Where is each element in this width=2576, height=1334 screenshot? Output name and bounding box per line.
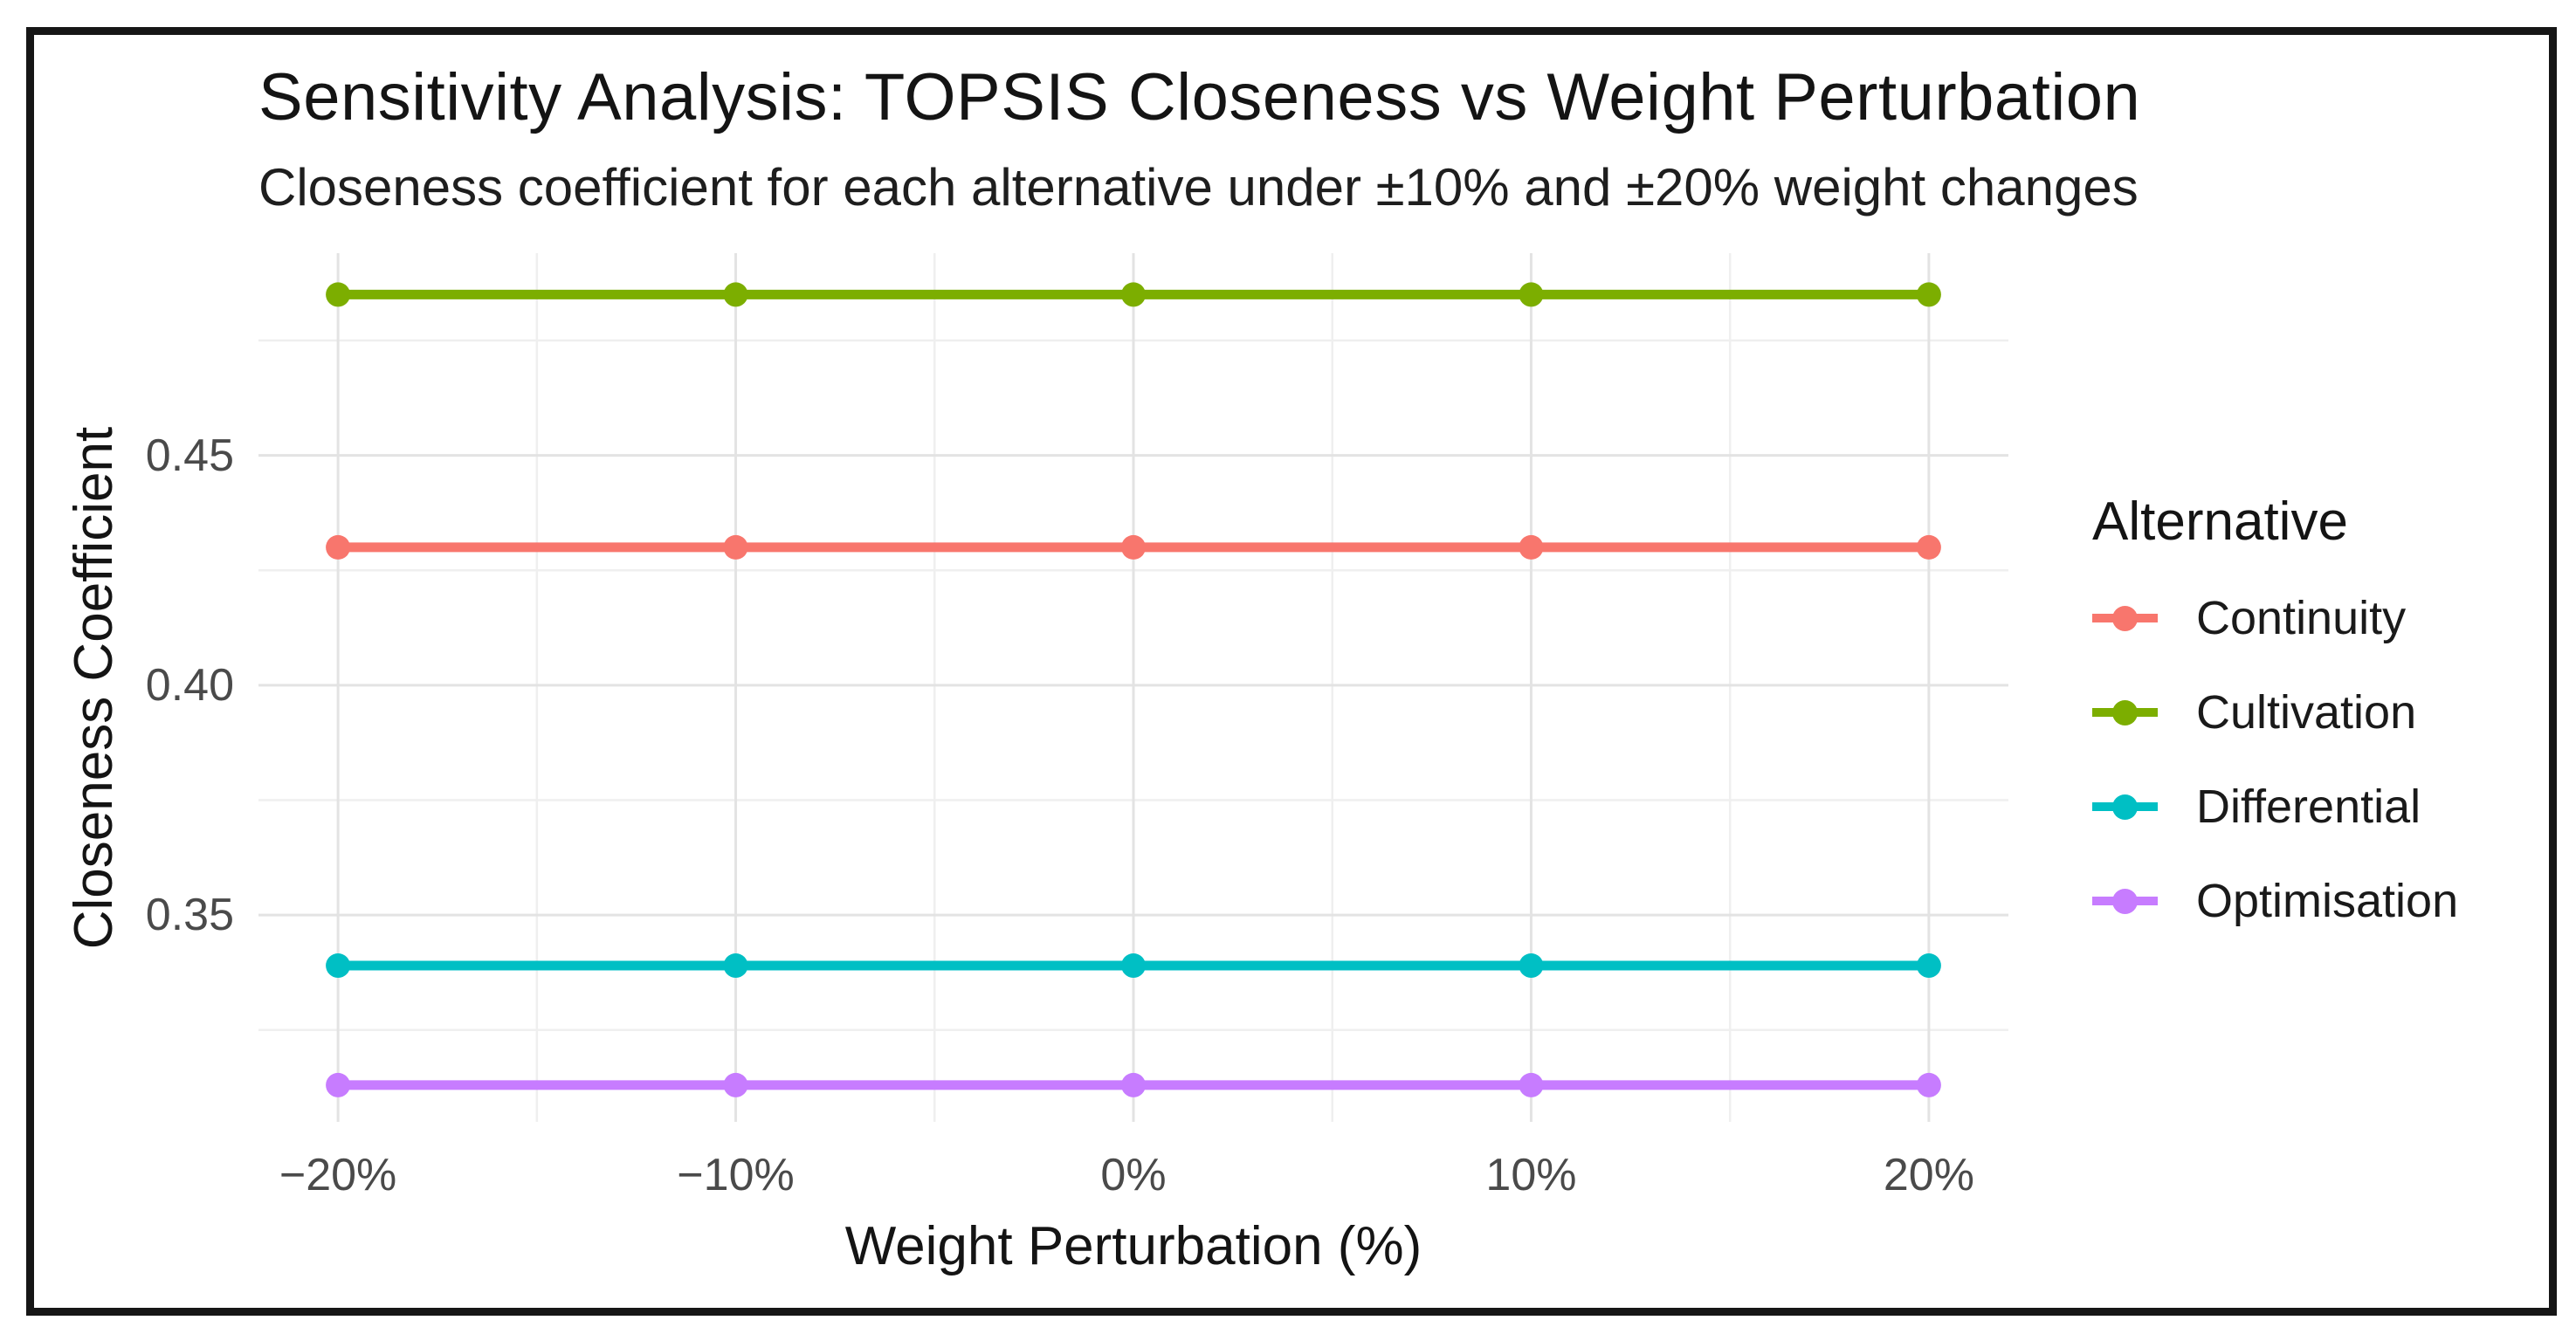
x-axis-title: Weight Perturbation (%) bbox=[844, 1216, 1422, 1276]
legend-key-icon bbox=[2092, 688, 2158, 737]
data-point-differential bbox=[723, 953, 748, 979]
data-point-continuity bbox=[1916, 534, 1941, 560]
legend-item-differential: Differential bbox=[2092, 782, 2458, 831]
data-point-optimisation bbox=[326, 1072, 351, 1097]
x-tick-label: −20% bbox=[279, 1150, 397, 1200]
x-tick-label: −10% bbox=[677, 1150, 795, 1200]
legend-key-dot bbox=[2112, 794, 2138, 820]
legend-key-dot bbox=[2112, 606, 2138, 631]
data-point-continuity bbox=[723, 534, 748, 560]
data-point-differential bbox=[1519, 953, 1544, 979]
legend-label: Optimisation bbox=[2196, 875, 2459, 927]
plot-panel bbox=[258, 253, 2008, 1122]
plot-area-svg bbox=[258, 253, 2008, 1122]
data-point-differential bbox=[326, 953, 351, 979]
data-point-optimisation bbox=[1916, 1072, 1941, 1097]
data-point-continuity bbox=[1121, 534, 1146, 560]
legend-label: Continuity bbox=[2196, 592, 2407, 644]
legend-label: Differential bbox=[2196, 780, 2421, 833]
legend-key-icon bbox=[2092, 594, 2158, 643]
legend-item-continuity: Continuity bbox=[2092, 594, 2458, 643]
legend: Alternative Continuity Cultivation Differe… bbox=[2092, 491, 2458, 971]
data-point-optimisation bbox=[1519, 1072, 1544, 1097]
legend-label: Cultivation bbox=[2196, 686, 2417, 739]
legend-item-cultivation: Cultivation bbox=[2092, 688, 2458, 737]
data-point-differential bbox=[1121, 953, 1146, 979]
legend-key-icon bbox=[2092, 877, 2158, 925]
data-point-cultivation bbox=[723, 282, 748, 307]
legend-key-icon bbox=[2092, 782, 2158, 831]
data-point-cultivation bbox=[1916, 282, 1941, 307]
legend-title: Alternative bbox=[2092, 492, 2348, 552]
data-point-optimisation bbox=[1121, 1072, 1146, 1097]
x-tick-label: 0% bbox=[1100, 1150, 1167, 1200]
x-tick-label: 20% bbox=[1883, 1150, 1974, 1200]
legend-key-dot bbox=[2112, 700, 2138, 725]
data-point-continuity bbox=[326, 534, 351, 560]
y-tick-label: 0.40 bbox=[145, 659, 234, 711]
data-point-cultivation bbox=[1519, 282, 1544, 307]
data-point-continuity bbox=[1519, 534, 1544, 560]
legend-key-dot bbox=[2112, 889, 2138, 914]
data-point-cultivation bbox=[1121, 282, 1146, 307]
chart-title: Sensitivity Analysis: TOPSIS Closeness v… bbox=[258, 60, 2141, 134]
x-tick-label: 10% bbox=[1485, 1150, 1577, 1200]
data-point-optimisation bbox=[723, 1072, 748, 1097]
y-tick-label: 0.35 bbox=[145, 890, 234, 941]
legend-items: Continuity Cultivation Differential Optimis… bbox=[2092, 594, 2458, 925]
y-tick-label: 0.45 bbox=[145, 430, 234, 481]
chart-subtitle: Closeness coefficient for each alternati… bbox=[258, 158, 2139, 217]
data-point-differential bbox=[1916, 953, 1941, 979]
legend-item-optimisation: Optimisation bbox=[2092, 877, 2458, 925]
data-point-cultivation bbox=[326, 282, 351, 307]
